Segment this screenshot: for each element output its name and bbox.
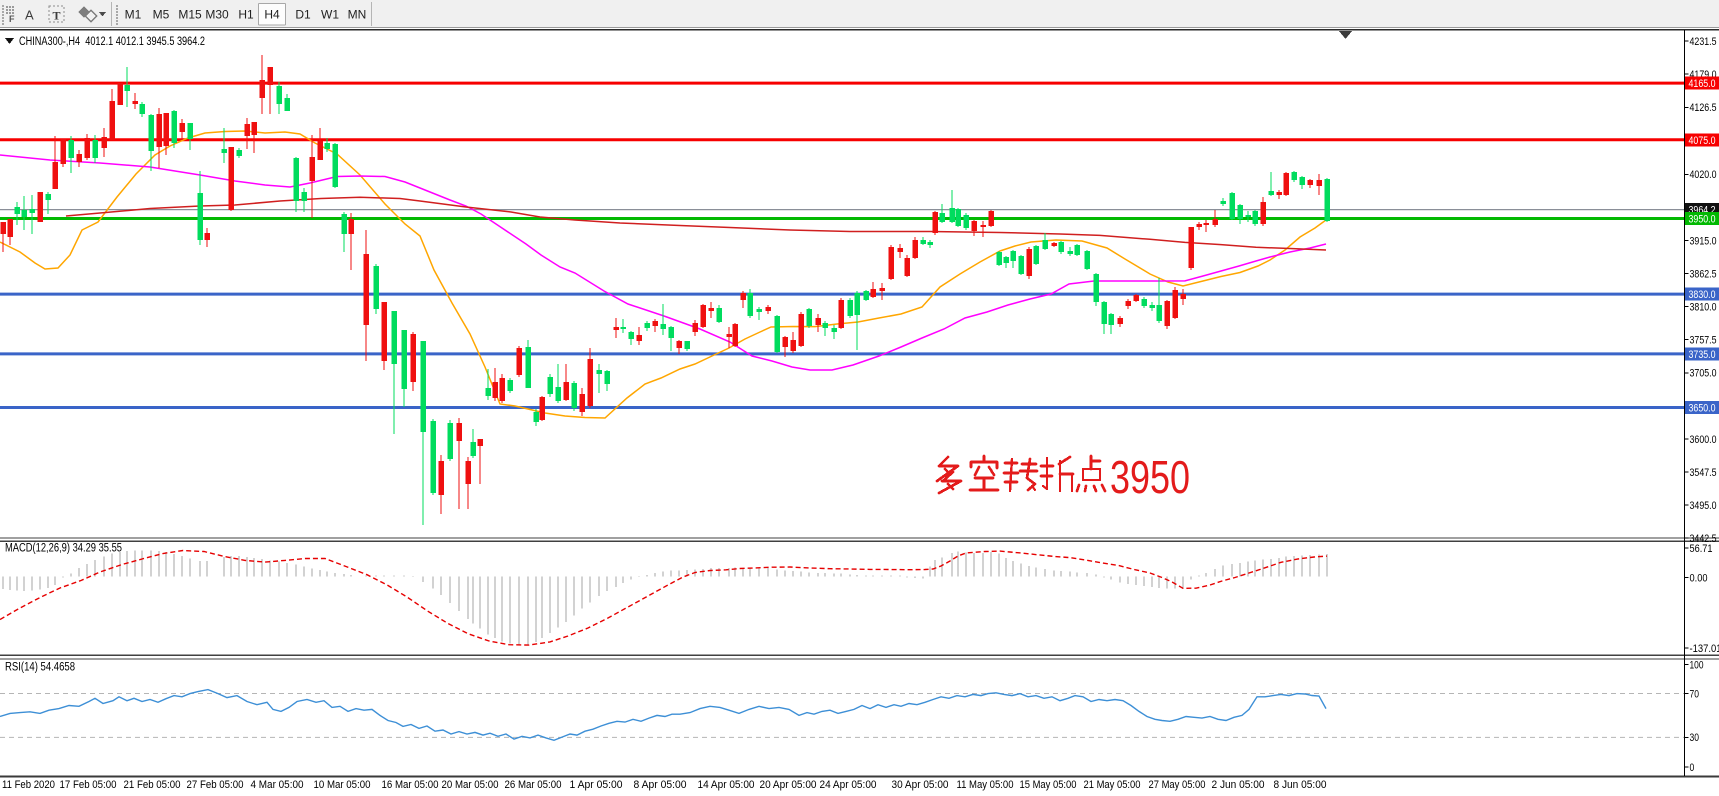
- svg-text:M15: M15: [178, 8, 202, 22]
- svg-text:3830.0: 3830.0: [1689, 289, 1716, 301]
- svg-text:8 Jun 05:00: 8 Jun 05:00: [1274, 779, 1327, 791]
- svg-text:3757.5: 3757.5: [1690, 335, 1717, 347]
- svg-text:0: 0: [1690, 762, 1695, 774]
- svg-text:2 Jun 05:00: 2 Jun 05:00: [1212, 779, 1265, 791]
- svg-text:21 Feb 05:00: 21 Feb 05:00: [124, 779, 181, 791]
- svg-text:H4: H4: [264, 8, 280, 22]
- svg-text:CHINA300-,H4 4012.1 4012.1 39: CHINA300-,H4 4012.1 4012.1 3945.5 3964.2: [19, 36, 205, 48]
- svg-text:100: 100: [1690, 659, 1704, 671]
- svg-text:4075.0: 4075.0: [1689, 135, 1716, 147]
- svg-text:3735.0: 3735.0: [1689, 349, 1716, 361]
- svg-text:27 May 05:00: 27 May 05:00: [1149, 779, 1206, 791]
- svg-text:10 Mar 05:00: 10 Mar 05:00: [314, 779, 371, 791]
- svg-text:3950: 3950: [1110, 451, 1190, 503]
- svg-text:3650.0: 3650.0: [1689, 403, 1716, 415]
- svg-text:4231.5: 4231.5: [1690, 36, 1717, 48]
- svg-text:70: 70: [1690, 688, 1700, 700]
- svg-text:56.71: 56.71: [1690, 543, 1713, 555]
- svg-text:26 Mar 05:00: 26 Mar 05:00: [505, 779, 562, 791]
- svg-text:0.00: 0.00: [1690, 572, 1708, 584]
- svg-text:3862.5: 3862.5: [1690, 268, 1717, 280]
- svg-text:3810.0: 3810.0: [1690, 302, 1717, 314]
- svg-text:4 Mar 05:00: 4 Mar 05:00: [251, 779, 304, 791]
- svg-text:MACD(12,26,9) 34.29 35.55: MACD(12,26,9) 34.29 35.55: [5, 543, 122, 555]
- svg-text:M30: M30: [205, 8, 229, 22]
- svg-text:15 May 05:00: 15 May 05:00: [1020, 779, 1077, 791]
- svg-text:MN: MN: [348, 8, 367, 22]
- svg-text:1 Apr 05:00: 1 Apr 05:00: [570, 779, 623, 791]
- svg-text:D1: D1: [295, 8, 311, 22]
- svg-text:3547.5: 3547.5: [1690, 467, 1717, 479]
- svg-text:M5: M5: [153, 8, 170, 22]
- svg-text:30: 30: [1690, 732, 1700, 744]
- svg-text:4126.5: 4126.5: [1690, 102, 1717, 114]
- svg-text:14 Apr 05:00: 14 Apr 05:00: [698, 779, 755, 791]
- svg-text:20 Apr 05:00: 20 Apr 05:00: [760, 779, 817, 791]
- svg-text:4020.0: 4020.0: [1690, 169, 1717, 181]
- svg-text:4165.0: 4165.0: [1689, 78, 1716, 90]
- svg-text:3600.0: 3600.0: [1690, 434, 1717, 446]
- svg-text:30 Apr 05:00: 30 Apr 05:00: [892, 779, 949, 791]
- svg-text:3950.0: 3950.0: [1689, 214, 1716, 226]
- svg-text:17 Feb 05:00: 17 Feb 05:00: [60, 779, 117, 791]
- svg-text:11 Feb 2020: 11 Feb 2020: [2, 779, 55, 791]
- svg-text:24 Apr 05:00: 24 Apr 05:00: [820, 779, 877, 791]
- svg-text:20 Mar 05:00: 20 Mar 05:00: [442, 779, 499, 791]
- svg-text:21 May 05:00: 21 May 05:00: [1084, 779, 1141, 791]
- svg-text:H1: H1: [238, 8, 254, 22]
- svg-text:3915.0: 3915.0: [1690, 235, 1717, 247]
- svg-text:RSI(14) 54.4658: RSI(14) 54.4658: [5, 662, 75, 674]
- svg-text:M1: M1: [125, 8, 142, 22]
- svg-text:A: A: [25, 8, 34, 23]
- svg-text:3705.0: 3705.0: [1690, 368, 1717, 380]
- svg-text:8 Apr 05:00: 8 Apr 05:00: [634, 779, 687, 791]
- svg-text:F: F: [9, 14, 15, 24]
- svg-text:27 Feb 05:00: 27 Feb 05:00: [187, 779, 244, 791]
- svg-text:W1: W1: [321, 8, 339, 22]
- svg-text:11 May 05:00: 11 May 05:00: [957, 779, 1014, 791]
- svg-text:T: T: [53, 9, 61, 23]
- svg-text:-137.01: -137.01: [1690, 643, 1719, 655]
- svg-text:16 Mar 05:00: 16 Mar 05:00: [382, 779, 439, 791]
- svg-text:3495.0: 3495.0: [1690, 500, 1717, 512]
